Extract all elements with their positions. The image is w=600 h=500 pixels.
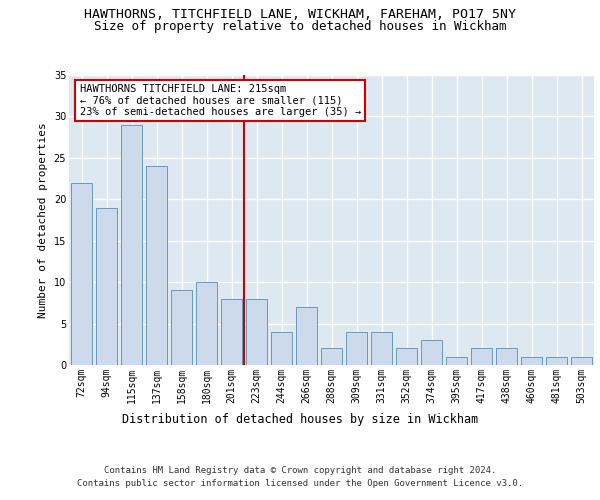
Bar bbox=[246, 298, 267, 365]
Text: Contains HM Land Registry data © Crown copyright and database right 2024.: Contains HM Land Registry data © Crown c… bbox=[104, 466, 496, 475]
Text: Contains public sector information licensed under the Open Government Licence v3: Contains public sector information licen… bbox=[77, 479, 523, 488]
Bar bbox=[546, 356, 567, 365]
Y-axis label: Number of detached properties: Number of detached properties bbox=[38, 122, 48, 318]
Bar bbox=[221, 298, 242, 365]
Bar bbox=[171, 290, 192, 365]
Text: HAWTHORNS, TITCHFIELD LANE, WICKHAM, FAREHAM, PO17 5NY: HAWTHORNS, TITCHFIELD LANE, WICKHAM, FAR… bbox=[84, 8, 516, 20]
Bar bbox=[196, 282, 217, 365]
Bar bbox=[521, 356, 542, 365]
Text: Distribution of detached houses by size in Wickham: Distribution of detached houses by size … bbox=[122, 412, 478, 426]
Bar bbox=[371, 332, 392, 365]
Bar bbox=[571, 356, 592, 365]
Bar bbox=[396, 348, 417, 365]
Bar bbox=[471, 348, 492, 365]
Bar bbox=[96, 208, 117, 365]
Text: Size of property relative to detached houses in Wickham: Size of property relative to detached ho… bbox=[94, 20, 506, 33]
Bar bbox=[146, 166, 167, 365]
Bar bbox=[346, 332, 367, 365]
Bar bbox=[121, 124, 142, 365]
Bar bbox=[71, 182, 92, 365]
Text: HAWTHORNS TITCHFIELD LANE: 215sqm
← 76% of detached houses are smaller (115)
23%: HAWTHORNS TITCHFIELD LANE: 215sqm ← 76% … bbox=[79, 84, 361, 117]
Bar bbox=[296, 307, 317, 365]
Bar bbox=[271, 332, 292, 365]
Bar bbox=[496, 348, 517, 365]
Bar bbox=[446, 356, 467, 365]
Bar bbox=[421, 340, 442, 365]
Bar bbox=[321, 348, 342, 365]
